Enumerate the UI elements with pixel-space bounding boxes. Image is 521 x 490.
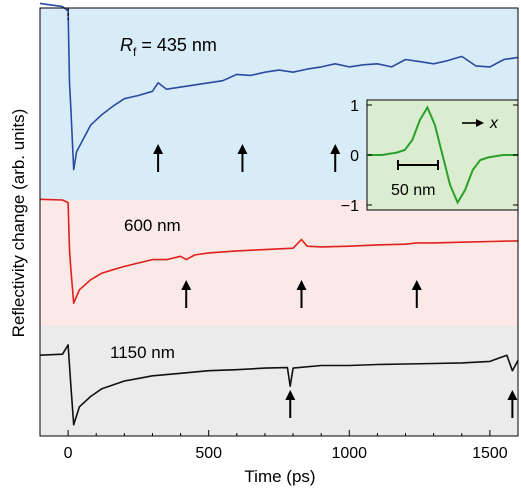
arrow-head-0-1 [237, 144, 248, 154]
panel-backgrounds [40, 8, 518, 436]
series-lines [39, 2, 519, 426]
arrow-head-0-2 [330, 144, 341, 154]
arrow-markers [153, 144, 518, 418]
arrow-head-1-1 [296, 280, 307, 290]
series-line-1-0 [39, 198, 519, 304]
label-symbol: R [120, 35, 133, 55]
series-line-2-0 [39, 344, 519, 426]
series-line-0-0 [39, 2, 519, 171]
x-tick-label-1: 500 [195, 445, 222, 462]
scalebar-label: 50 nm [391, 182, 435, 199]
x-tick-label-0: 0 [64, 445, 73, 462]
x-tick-label-2: 1000 [331, 445, 367, 462]
x-axis-label: Time (ps) [244, 467, 315, 486]
panel-label-435nm: Rf = 435 nm [120, 35, 217, 59]
x-tick-label-3: 1500 [472, 445, 508, 462]
axes: 0 500 1000 1500 [39, 8, 519, 462]
panel-label-600nm: 600 nm [124, 216, 181, 235]
arrow-head-0-0 [153, 144, 164, 154]
arrow-head-1-0 [181, 280, 192, 290]
label-subscript: f [133, 45, 137, 59]
inset-ytick-label-0: 1 [350, 98, 359, 115]
inset-ytick-label-2: −1 [341, 198, 359, 215]
plot-frame [39, 7, 519, 437]
inset-plot: 1 0 −1 x 50 nm [341, 98, 519, 215]
inset-ytick-label-1: 0 [350, 148, 359, 165]
panel-background-2 [40, 326, 518, 436]
arrow-head-2-0 [285, 390, 296, 400]
panel-background-1 [40, 200, 518, 326]
inset-axis-label: x [489, 115, 499, 132]
panel-label-1150nm: 1150 nm [110, 343, 175, 362]
inset-curve-0 [367, 105, 518, 205]
arrow-head-2-1 [507, 390, 518, 400]
label-value: = 435 nm [136, 35, 217, 55]
arrow-head-1-2 [411, 280, 422, 290]
y-axis-label: Reflectivity change (arb. units) [9, 109, 28, 338]
inset-axis-arrow-head [476, 119, 484, 127]
